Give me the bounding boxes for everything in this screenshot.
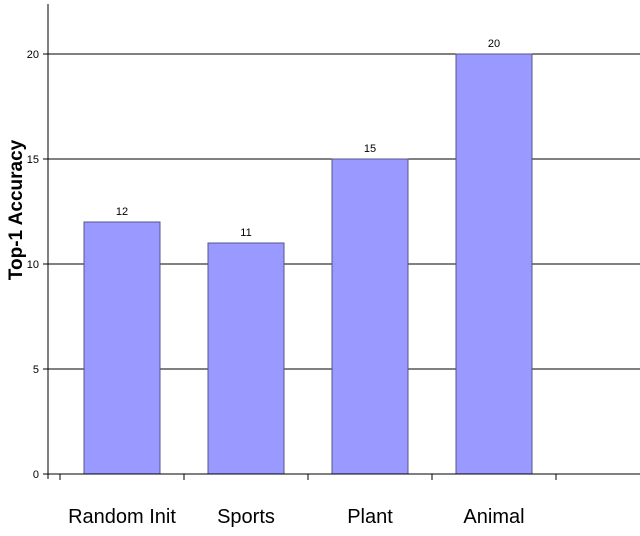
bar-random-init <box>83 221 161 475</box>
y-tick-label: 10 <box>27 259 39 271</box>
bar-animal <box>455 53 533 475</box>
y-tick-label: 5 <box>33 364 39 376</box>
y-tick-label: 15 <box>27 154 39 166</box>
axes <box>47 4 640 479</box>
x-axis-categories: Random Init Sports Plant Animal <box>68 506 524 528</box>
y-axis-title: Top-1 Accuracy <box>6 139 27 280</box>
data-label: 20 <box>488 38 500 50</box>
y-axis-ticks: 0 5 10 15 20 <box>27 49 557 481</box>
bars <box>83 53 533 475</box>
data-label: 12 <box>116 206 128 218</box>
x-category-label: Sports <box>217 506 275 528</box>
x-category-label: Random Init <box>68 506 176 528</box>
x-category-label: Animal <box>463 506 524 528</box>
data-label: 11 <box>240 227 251 239</box>
y-tick-label: 20 <box>27 49 39 61</box>
bar-sports <box>207 242 285 475</box>
data-label: 15 <box>364 143 376 155</box>
data-labels: 12 11 15 20 <box>116 38 500 239</box>
y-tick-label: 0 <box>33 469 39 481</box>
bar-plant <box>331 158 409 475</box>
x-category-label: Plant <box>347 506 393 528</box>
